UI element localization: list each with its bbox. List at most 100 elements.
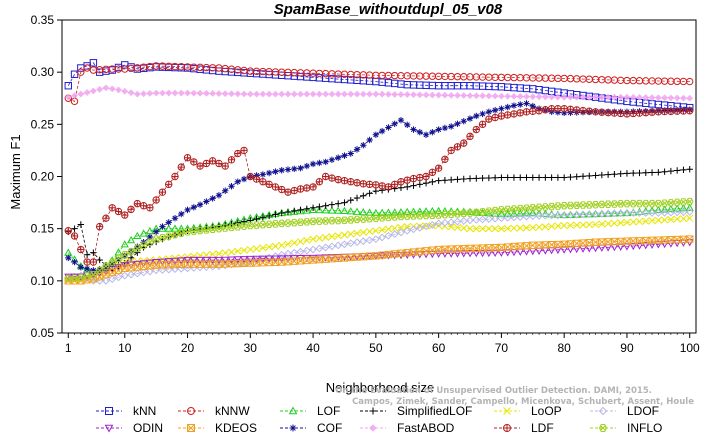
- data-point: [686, 235, 694, 243]
- data-point: [183, 154, 192, 162]
- data-point: [447, 176, 455, 184]
- data-point: [83, 258, 91, 266]
- data-point: [509, 209, 519, 217]
- data-point: [190, 158, 198, 166]
- data-point: [102, 265, 110, 272]
- data-point: [89, 59, 98, 67]
- data-point: [108, 268, 116, 277]
- data-point: [240, 146, 248, 155]
- data-point: [673, 204, 682, 212]
- data-point: [447, 223, 455, 231]
- data-point: [409, 91, 418, 99]
- data-point: [523, 174, 530, 181]
- data-point: [146, 204, 154, 212]
- data-point: [623, 93, 631, 101]
- data-point: [297, 164, 304, 172]
- x-tick-label: 40: [306, 341, 320, 355]
- legend-label: kNNW: [215, 404, 250, 418]
- data-point: [240, 90, 248, 98]
- data-point: [478, 249, 487, 258]
- data-point: [252, 175, 261, 183]
- data-point: [359, 215, 368, 223]
- data-point: [378, 251, 386, 259]
- data-point: [139, 262, 148, 271]
- data-point: [152, 266, 161, 275]
- data-point: [341, 199, 348, 206]
- data-point: [108, 258, 116, 266]
- y-tick-label: 0.15: [31, 222, 55, 236]
- data-point: [541, 93, 549, 101]
- data-point: [284, 240, 292, 248]
- data-point: [278, 185, 286, 194]
- data-point: [83, 265, 91, 273]
- data-point: [679, 208, 688, 217]
- data-point: [334, 154, 342, 161]
- data-point: [309, 160, 317, 168]
- data-point: [278, 209, 285, 217]
- data-point: [278, 90, 286, 98]
- data-point: [227, 256, 236, 264]
- data-point: [315, 234, 323, 242]
- data-point: [165, 89, 173, 97]
- data-point: [516, 213, 525, 221]
- data-point: [503, 111, 512, 119]
- data-point: [491, 113, 499, 122]
- data-point: [184, 206, 191, 214]
- data-point: [654, 209, 663, 217]
- data-point: [347, 178, 355, 186]
- data-point: [503, 205, 512, 214]
- data-point: [96, 256, 103, 264]
- data-point: [685, 208, 694, 216]
- data-point: [654, 108, 663, 116]
- data-point: [71, 225, 78, 232]
- data-point: [133, 244, 142, 253]
- data-point: [404, 183, 411, 191]
- data-point: [529, 102, 536, 110]
- data-point: [378, 252, 387, 260]
- data-point: [296, 185, 305, 193]
- data-point: [158, 188, 167, 196]
- legend-item-knnw: kNNW: [178, 404, 250, 418]
- data-point: [566, 93, 575, 101]
- data-point: [322, 233, 330, 241]
- data-point: [435, 126, 442, 133]
- data-point: [102, 270, 110, 279]
- data-point: [64, 93, 72, 101]
- data-point: [547, 241, 556, 249]
- data-point: [177, 163, 185, 171]
- data-point: [516, 92, 524, 101]
- data-point: [309, 217, 317, 226]
- data-point: [346, 207, 355, 215]
- data-point: [667, 215, 675, 224]
- data-point: [303, 162, 311, 170]
- data-point: [422, 222, 430, 231]
- data-point: [391, 120, 398, 128]
- data-point: [497, 112, 506, 120]
- data-point: [566, 210, 575, 219]
- data-point: [441, 155, 449, 163]
- data-point: [504, 92, 512, 100]
- data-point: [183, 256, 192, 265]
- x-tick-label: 50: [369, 341, 383, 355]
- data-point: [221, 256, 230, 264]
- data-point: [152, 228, 160, 235]
- data-point: [208, 256, 217, 265]
- data-point: [95, 272, 104, 281]
- data-point: [360, 192, 367, 199]
- data-point: [479, 225, 487, 233]
- data-point: [679, 215, 687, 223]
- data-point: [428, 246, 437, 254]
- data-point: [309, 183, 317, 191]
- data-point: [77, 68, 85, 76]
- data-point: [579, 221, 587, 229]
- data-point: [284, 166, 292, 173]
- series-inflo: [64, 197, 694, 283]
- data-point: [573, 173, 580, 180]
- data-point: [146, 89, 154, 97]
- data-point: [548, 222, 556, 230]
- data-point: [528, 212, 537, 221]
- data-point: [591, 210, 600, 218]
- data-point: [127, 89, 135, 97]
- data-point: [591, 108, 600, 116]
- data-point: [334, 232, 342, 240]
